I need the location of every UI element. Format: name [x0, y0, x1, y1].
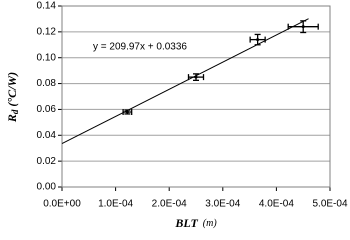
x-label-unit: (m) [203, 218, 218, 229]
x-tick-label: 4.0E-04 [259, 199, 294, 210]
y-label-main: R [5, 114, 19, 123]
y-tick-label: 0.06 [37, 104, 57, 115]
x-label-main: BLT [174, 216, 198, 230]
y-tick-label: 0.00 [37, 182, 57, 193]
plot-frame [61, 5, 331, 188]
trendline [61, 18, 309, 145]
y-tick-label: 0.02 [37, 156, 57, 167]
y-axis-label: Rd (°C/W) [5, 72, 20, 123]
point [194, 75, 198, 79]
y-tick-label: 0.08 [37, 78, 57, 89]
x-tick-label: 2.0E-04 [152, 199, 187, 210]
chart: Rd (°C/W) BLT (m) 0.00 0.02 0.04 0.06 0.08 0.10… [5, 1, 348, 230]
y-tick-label: 0.12 [37, 26, 57, 37]
x-tick-label: 5.0E-04 [312, 199, 347, 210]
x-tick-label: 1.0E-04 [98, 199, 133, 210]
point [125, 110, 129, 114]
y-tick-label: 0.14 [37, 1, 57, 12]
point [301, 25, 305, 29]
x-axis-label: BLT (m) [174, 216, 217, 230]
point [256, 38, 260, 42]
y-label-unit: (°C/W) [5, 72, 19, 107]
y-label-sub: d [10, 109, 20, 114]
y-tick-label: 0.10 [37, 52, 57, 63]
y-tick-label: 0.04 [37, 130, 57, 141]
x-tick-label: 0.0E+00 [43, 199, 81, 210]
x-tick-label: 3.0E-04 [205, 199, 240, 210]
trendline-equation: y = 209.97x + 0.0336 [93, 42, 187, 53]
